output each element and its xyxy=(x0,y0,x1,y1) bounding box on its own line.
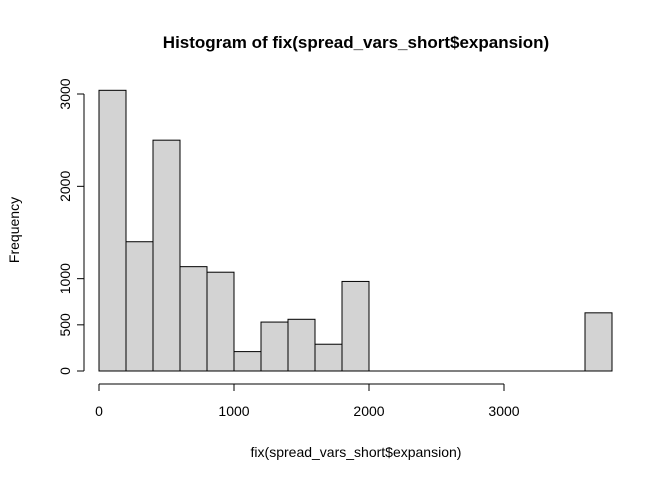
y-axis-label: Frequency xyxy=(6,197,22,263)
x-tick-label: 1000 xyxy=(218,403,249,419)
histogram-bar xyxy=(341,280,370,372)
histogram-bar xyxy=(98,89,127,372)
y-tick-label: 500 xyxy=(57,313,73,337)
histogram-bar xyxy=(287,318,316,372)
y-tick-label: 3000 xyxy=(57,78,73,109)
y-tick-label: 1000 xyxy=(57,263,73,294)
y-tick-label: 2000 xyxy=(57,171,73,202)
y-tick-label: 0 xyxy=(57,367,73,375)
x-axis-label: fix(spread_vars_short$expansion) xyxy=(251,444,462,460)
histogram-bar xyxy=(584,312,613,372)
x-tick-label: 2000 xyxy=(353,403,384,419)
bars-group xyxy=(98,89,613,372)
histogram-bar xyxy=(125,241,154,372)
y-axis: 0 500 1000 2000 3000 xyxy=(57,78,85,375)
x-axis: 0 1000 2000 3000 xyxy=(95,383,520,419)
histogram-bar xyxy=(260,321,289,372)
histogram-bar xyxy=(206,271,235,372)
x-tick-label: 0 xyxy=(95,403,103,419)
histogram-bar xyxy=(233,351,262,372)
histogram-bar xyxy=(152,139,181,372)
histogram-bar xyxy=(314,343,343,372)
chart-title: Histogram of fix(spread_vars_short$expan… xyxy=(163,33,549,52)
histogram-bar xyxy=(179,266,208,372)
x-tick-label: 3000 xyxy=(488,403,519,419)
